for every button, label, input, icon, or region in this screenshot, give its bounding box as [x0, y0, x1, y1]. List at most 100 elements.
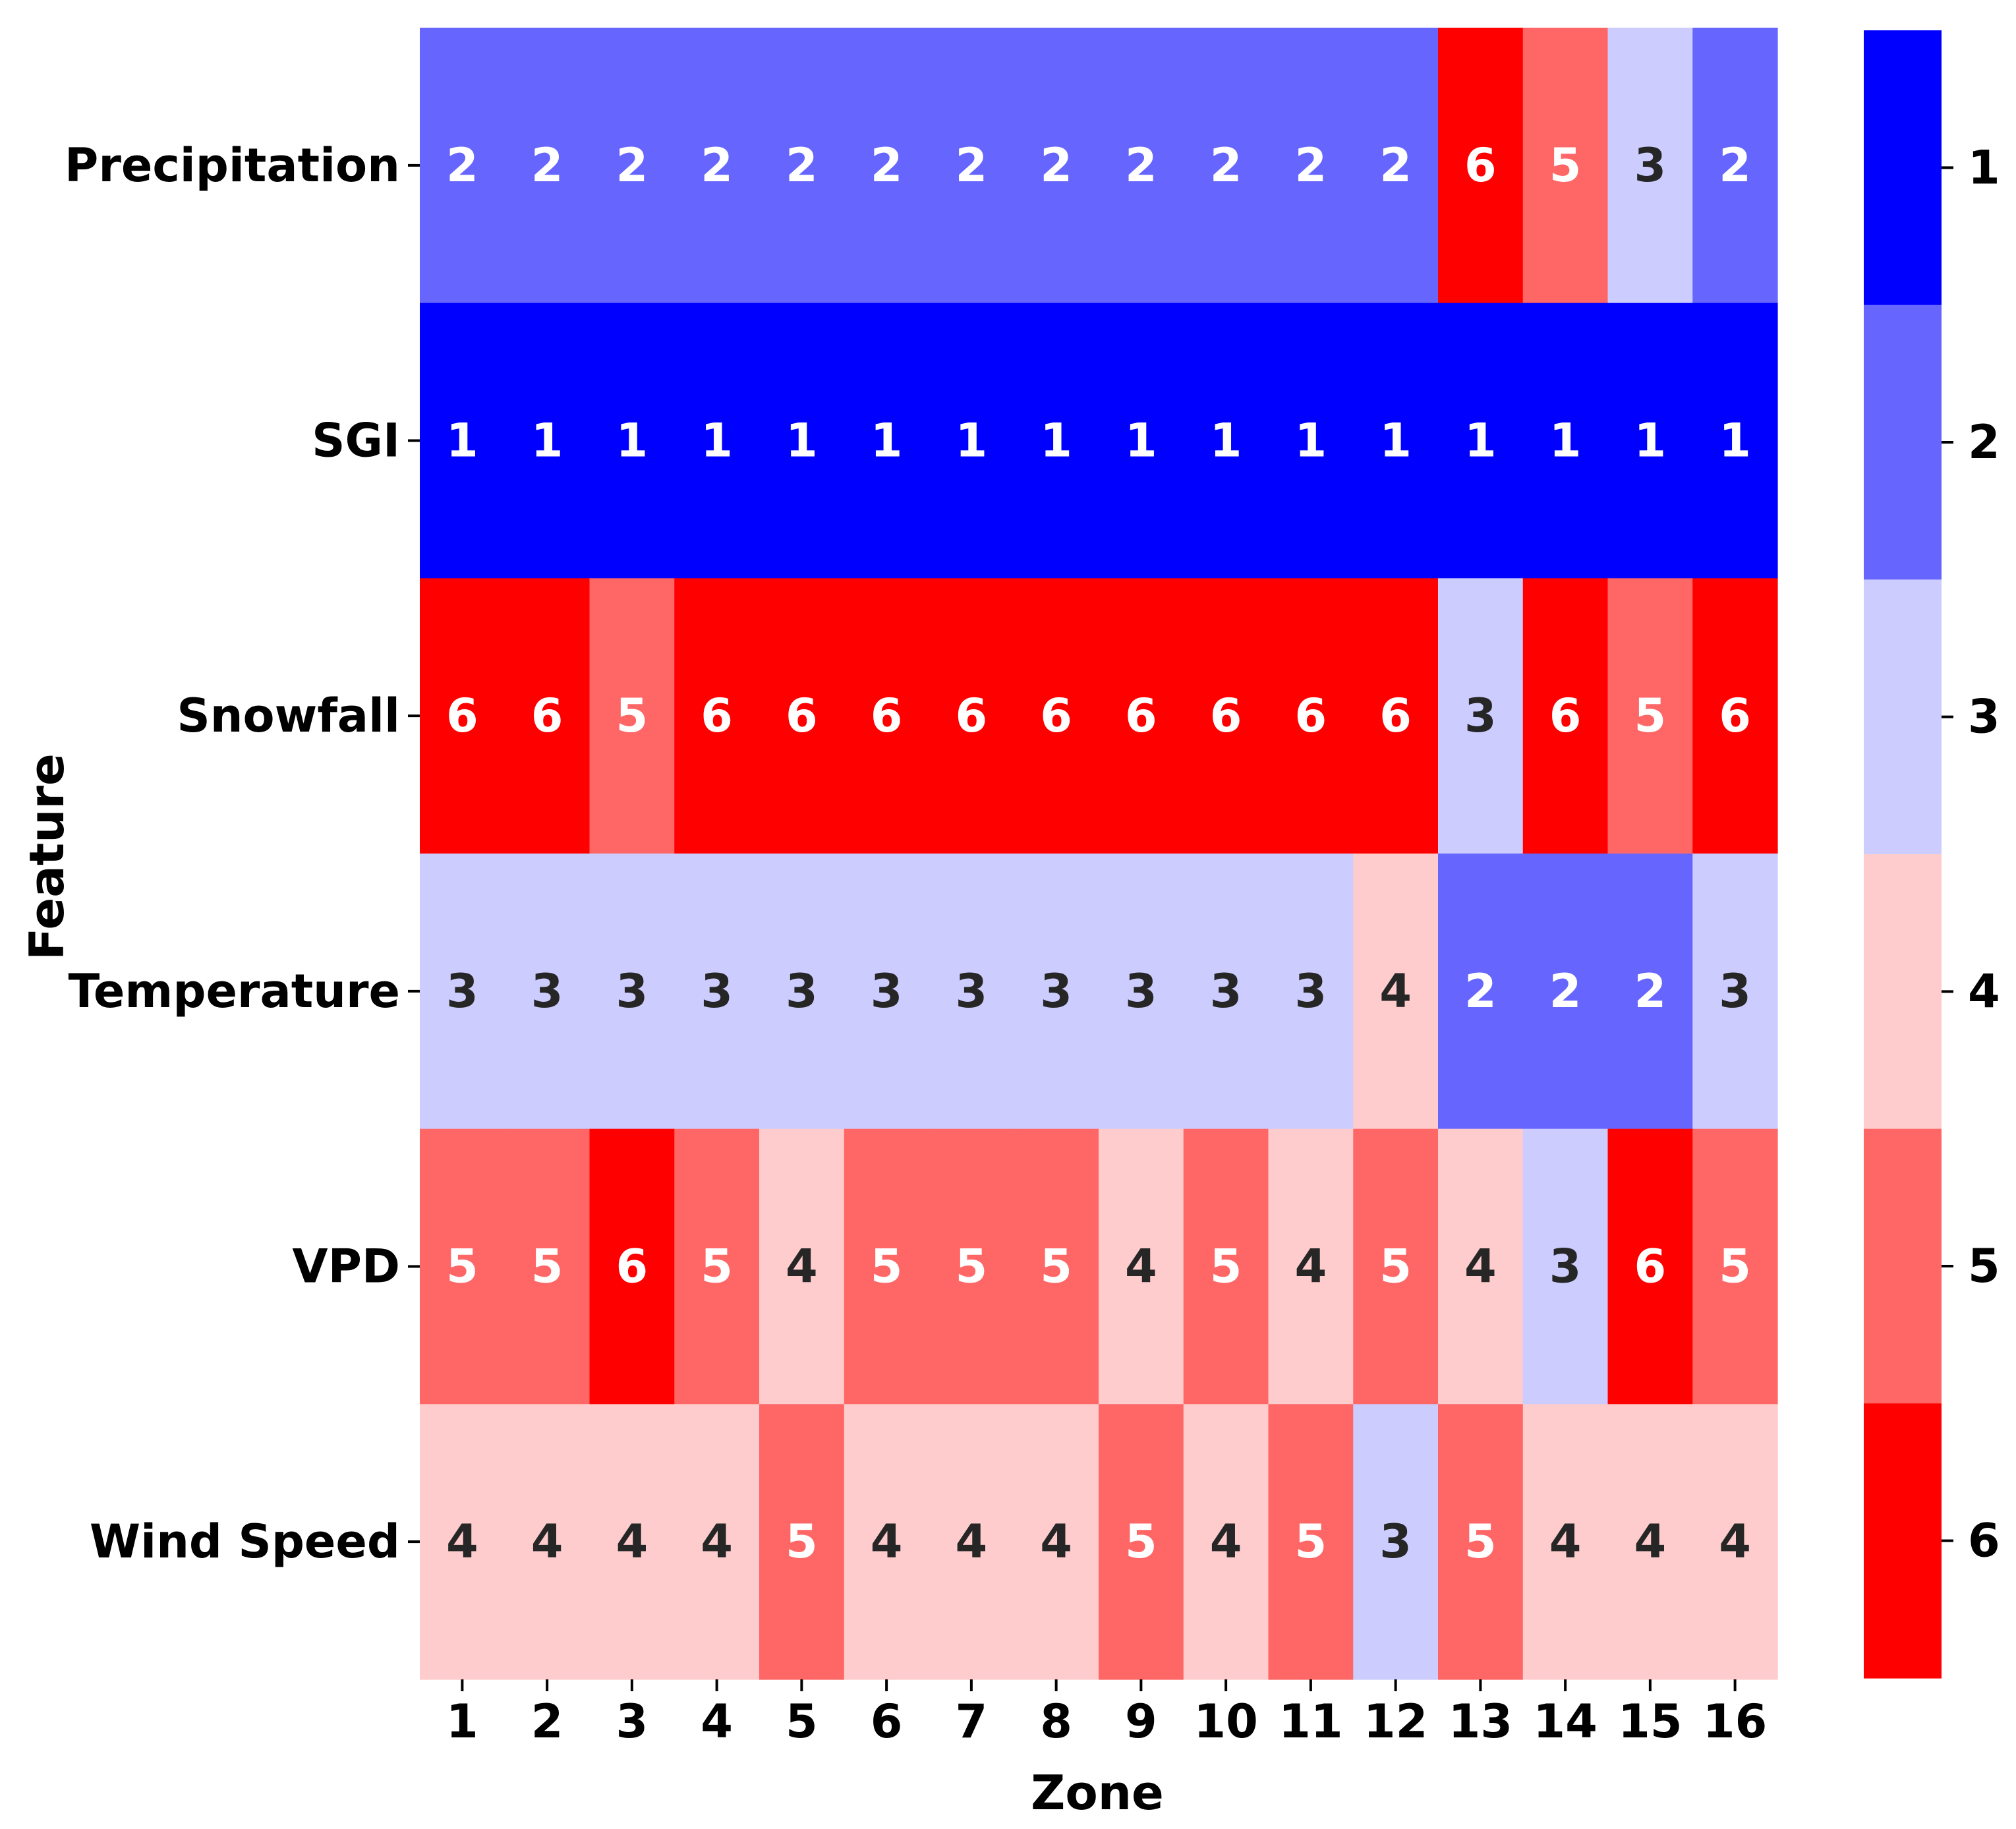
cell-value-label: 6: [1040, 689, 1072, 743]
heatmap-cell: [1522, 303, 1609, 579]
cell-value-label: 1: [1549, 414, 1582, 468]
cell-value-label: 5: [1634, 689, 1667, 743]
heatmap-cell: [1692, 303, 1778, 579]
heatmap-cell: [1522, 28, 1609, 304]
cell-value-label: 5: [786, 1515, 818, 1569]
cell-value-label: 3: [1040, 964, 1072, 1018]
cell-value-label: 4: [1125, 1240, 1157, 1294]
cell-value-label: 3: [1549, 1240, 1582, 1294]
y-tick-label: Wind Speed: [90, 1515, 400, 1569]
cell-value-label: 4: [1549, 1515, 1582, 1569]
heatmap-cell: [1438, 854, 1524, 1130]
y-tick-label: VPD: [292, 1240, 400, 1294]
heatmap-cell: [1183, 578, 1269, 854]
heatmap-cell: [1099, 578, 1184, 854]
cell-value-label: 5: [956, 1240, 988, 1294]
heatmap-cell: [759, 1128, 845, 1405]
cell-value-label: 4: [1210, 1515, 1242, 1569]
cell-value-label: 3: [446, 964, 478, 1018]
cell-value-label: 1: [1040, 414, 1072, 468]
heatmap-cell: [420, 28, 505, 304]
heatmap-cell: [1099, 28, 1184, 304]
cell-value-label: 3: [1295, 964, 1327, 1018]
heatmap-cell: [674, 303, 760, 579]
heatmap-cell: [674, 1404, 760, 1680]
cell-value-label: 3: [956, 964, 988, 1018]
cell-value-label: 2: [1125, 138, 1157, 192]
cell-value-label: 6: [1125, 689, 1157, 743]
x-tick-label: 3: [616, 1695, 648, 1749]
cell-value-label: 2: [1719, 138, 1751, 192]
cell-value-label: 2: [1040, 138, 1072, 192]
heatmap-cell: [504, 578, 590, 854]
heatmap-cell: [1268, 1128, 1354, 1405]
heatmap-cell: [929, 28, 1014, 304]
heatmap-cell: [1268, 854, 1354, 1130]
heatmap-cell: [1607, 28, 1693, 304]
heatmap-cell: [929, 854, 1014, 1130]
cell-value-label: 6: [1634, 1240, 1667, 1294]
heatmap-cell: [929, 303, 1014, 579]
heatmap-cell: [1099, 1404, 1184, 1680]
heatmap-cell: [1268, 303, 1354, 579]
heatmap-cell: [759, 1404, 845, 1680]
cell-value-label: 6: [871, 689, 903, 743]
cell-value-label: 5: [446, 1240, 478, 1294]
cell-value-label: 6: [701, 689, 733, 743]
heatmap-cell: [1692, 1128, 1778, 1405]
colorbar-tick-label: 4: [1968, 964, 2000, 1018]
cell-value-label: 5: [1040, 1240, 1072, 1294]
cell-value-label: 1: [871, 414, 903, 468]
colorbar-tick-label: 3: [1968, 690, 2000, 744]
heatmap-cell: [1607, 303, 1693, 579]
heatmap-cell: [1183, 1128, 1269, 1405]
cell-value-label: 1: [616, 414, 648, 468]
heatmap-cell: [589, 303, 675, 579]
heatmap-cell: [1183, 854, 1269, 1130]
heatmap-cell: [589, 578, 675, 854]
heatmap-cell: [1099, 1128, 1184, 1405]
cell-value-label: 1: [1295, 414, 1327, 468]
y-tick-label: SGI: [312, 414, 400, 468]
x-tick-label: 7: [956, 1695, 988, 1749]
colorbar-tick-label: 1: [1968, 140, 2000, 194]
cell-value-label: 3: [1719, 964, 1751, 1018]
x-tick-label: 10: [1194, 1695, 1257, 1749]
heatmap-cell: [1438, 28, 1524, 304]
cell-value-label: 5: [1295, 1515, 1327, 1569]
heatmap-cell: [420, 1404, 505, 1680]
x-tick-label: 13: [1449, 1695, 1512, 1749]
heatmap-cell: [1522, 578, 1609, 854]
y-tick-label: Snowfall: [177, 689, 400, 743]
heatmap-cell: [1522, 854, 1609, 1130]
heatmap-cell: [589, 28, 675, 304]
cell-value-label: 1: [786, 414, 818, 468]
cell-value-label: 4: [1464, 1240, 1497, 1294]
cell-value-label: 2: [531, 138, 563, 192]
cell-value-label: 5: [1125, 1515, 1157, 1569]
heatmap-cell: [1014, 854, 1099, 1130]
cell-value-label: 6: [1549, 689, 1582, 743]
heatmap-cell: [1353, 1128, 1439, 1405]
x-tick-label: 11: [1279, 1695, 1342, 1749]
cell-value-label: 2: [786, 138, 818, 192]
heatmap-cell: [759, 303, 845, 579]
heatmap-cell: [589, 1404, 675, 1680]
cell-value-label: 3: [1634, 138, 1667, 192]
cell-value-label: 5: [616, 689, 648, 743]
cell-value-label: 2: [1464, 964, 1497, 1018]
cell-value-label: 3: [1210, 964, 1242, 1018]
cell-value-label: 3: [1464, 689, 1497, 743]
heatmap-cell: [759, 578, 845, 854]
heatmap-cell: [420, 1128, 505, 1405]
cell-value-label: 5: [1464, 1515, 1497, 1569]
heatmap-cell: [1522, 1128, 1609, 1405]
cell-value-label: 1: [1125, 414, 1157, 468]
colorbar-segment: [1864, 1403, 1942, 1679]
cell-value-label: 6: [956, 689, 988, 743]
heatmap-cell: [1438, 578, 1524, 854]
cell-value-label: 5: [1379, 1240, 1412, 1294]
cell-value-label: 2: [871, 138, 903, 192]
cell-value-label: 6: [616, 1240, 648, 1294]
cell-value-label: 3: [871, 964, 903, 1018]
